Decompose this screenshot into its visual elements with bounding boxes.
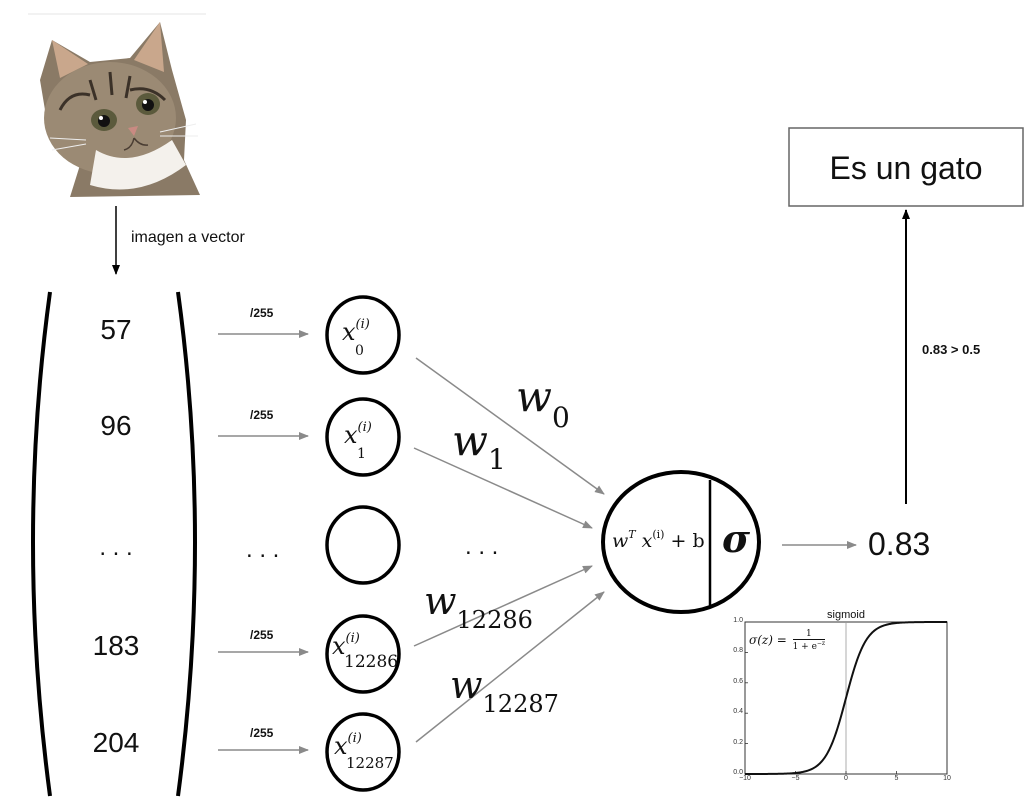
- neuron-circle: [601, 470, 761, 614]
- input-label-1: x(i) 1: [344, 420, 372, 462]
- threshold-label: 0.83 > 0.5: [922, 342, 981, 357]
- result-box: [788, 127, 1024, 207]
- normalize-label: /255: [250, 628, 274, 642]
- vector-right-bracket: [176, 291, 197, 797]
- input-node-1: [325, 397, 401, 477]
- vector-value: 57: [100, 314, 132, 345]
- vector-value: 183: [92, 630, 140, 661]
- sigmoid-y-tick-label: 0.6: [733, 677, 743, 685]
- input-nodes: [325, 295, 401, 792]
- input-label-12286: x(i) 12286: [332, 631, 399, 672]
- sigmoid-formula: σ(z) = 1 1 + e−z: [749, 629, 826, 652]
- sigmoid-y-tick-label: 0.2: [733, 738, 743, 746]
- sigmoid-y-tick-label: 0.4: [733, 708, 743, 716]
- sigmoid-x-tick-label: 5: [894, 775, 899, 782]
- input-node-12287: [325, 712, 401, 792]
- input-node-ellipsis: [325, 505, 401, 585]
- kitten-photo-icon: [28, 13, 206, 197]
- input-label-0: x(i) 0: [342, 317, 370, 359]
- weight-label-12287: w12287: [450, 663, 559, 718]
- weight-arrow-12286: [413, 565, 593, 647]
- input-node-0: [325, 295, 401, 375]
- output-value: 0.83: [868, 526, 931, 562]
- ellipsis-weights: . . .: [465, 533, 499, 560]
- ellipsis-middle: . . .: [246, 536, 280, 563]
- sigmoid-x-tick-label: −5: [791, 775, 800, 782]
- image-to-vector-label: imagen a vector: [131, 229, 245, 246]
- weight-arrow-1: [413, 447, 593, 529]
- neuron: [601, 470, 761, 614]
- sigmoid-x-tick-label: 10: [943, 775, 951, 782]
- neuron-activation-sigma: σ: [722, 516, 751, 561]
- normalize-label: /255: [250, 408, 274, 422]
- vector-value: 204: [92, 727, 140, 758]
- sigmoid-plot: [744, 621, 948, 775]
- normalize-arrows: [218, 330, 309, 754]
- weight-arrow-12287: [415, 591, 605, 743]
- weight-label-1: w1: [452, 416, 506, 476]
- vector-value: 96: [100, 410, 132, 441]
- sigmoid-y-tick-label: 1.0: [733, 617, 743, 624]
- vector-left-bracket: [31, 291, 52, 797]
- normalize-label: /255: [250, 306, 274, 320]
- weight-arrows: [413, 357, 605, 743]
- neuron-linear-formula: wT x(i) + b: [612, 528, 705, 552]
- input-label-12287: x(i) 12287: [334, 731, 394, 772]
- weight-label-0: w0: [516, 372, 570, 434]
- result-label: Es un gato: [829, 150, 983, 186]
- weight-arrow-0: [415, 357, 605, 495]
- input-node-12286: [325, 614, 401, 694]
- sigmoid-curve: [745, 621, 947, 775]
- vector-ellipsis: . . .: [99, 534, 133, 561]
- sigmoid-x-tick-label: −10: [739, 775, 751, 782]
- sigmoid-y-tick-label: 0.8: [733, 647, 743, 655]
- sigmoid-x-tick-label: 0: [844, 775, 848, 782]
- sigmoid-title: sigmoid: [827, 609, 865, 621]
- normalize-label: /255: [250, 726, 274, 740]
- sigmoid-y-tick-label: 0.0: [733, 769, 743, 776]
- weight-label-12286: w12286: [424, 579, 533, 634]
